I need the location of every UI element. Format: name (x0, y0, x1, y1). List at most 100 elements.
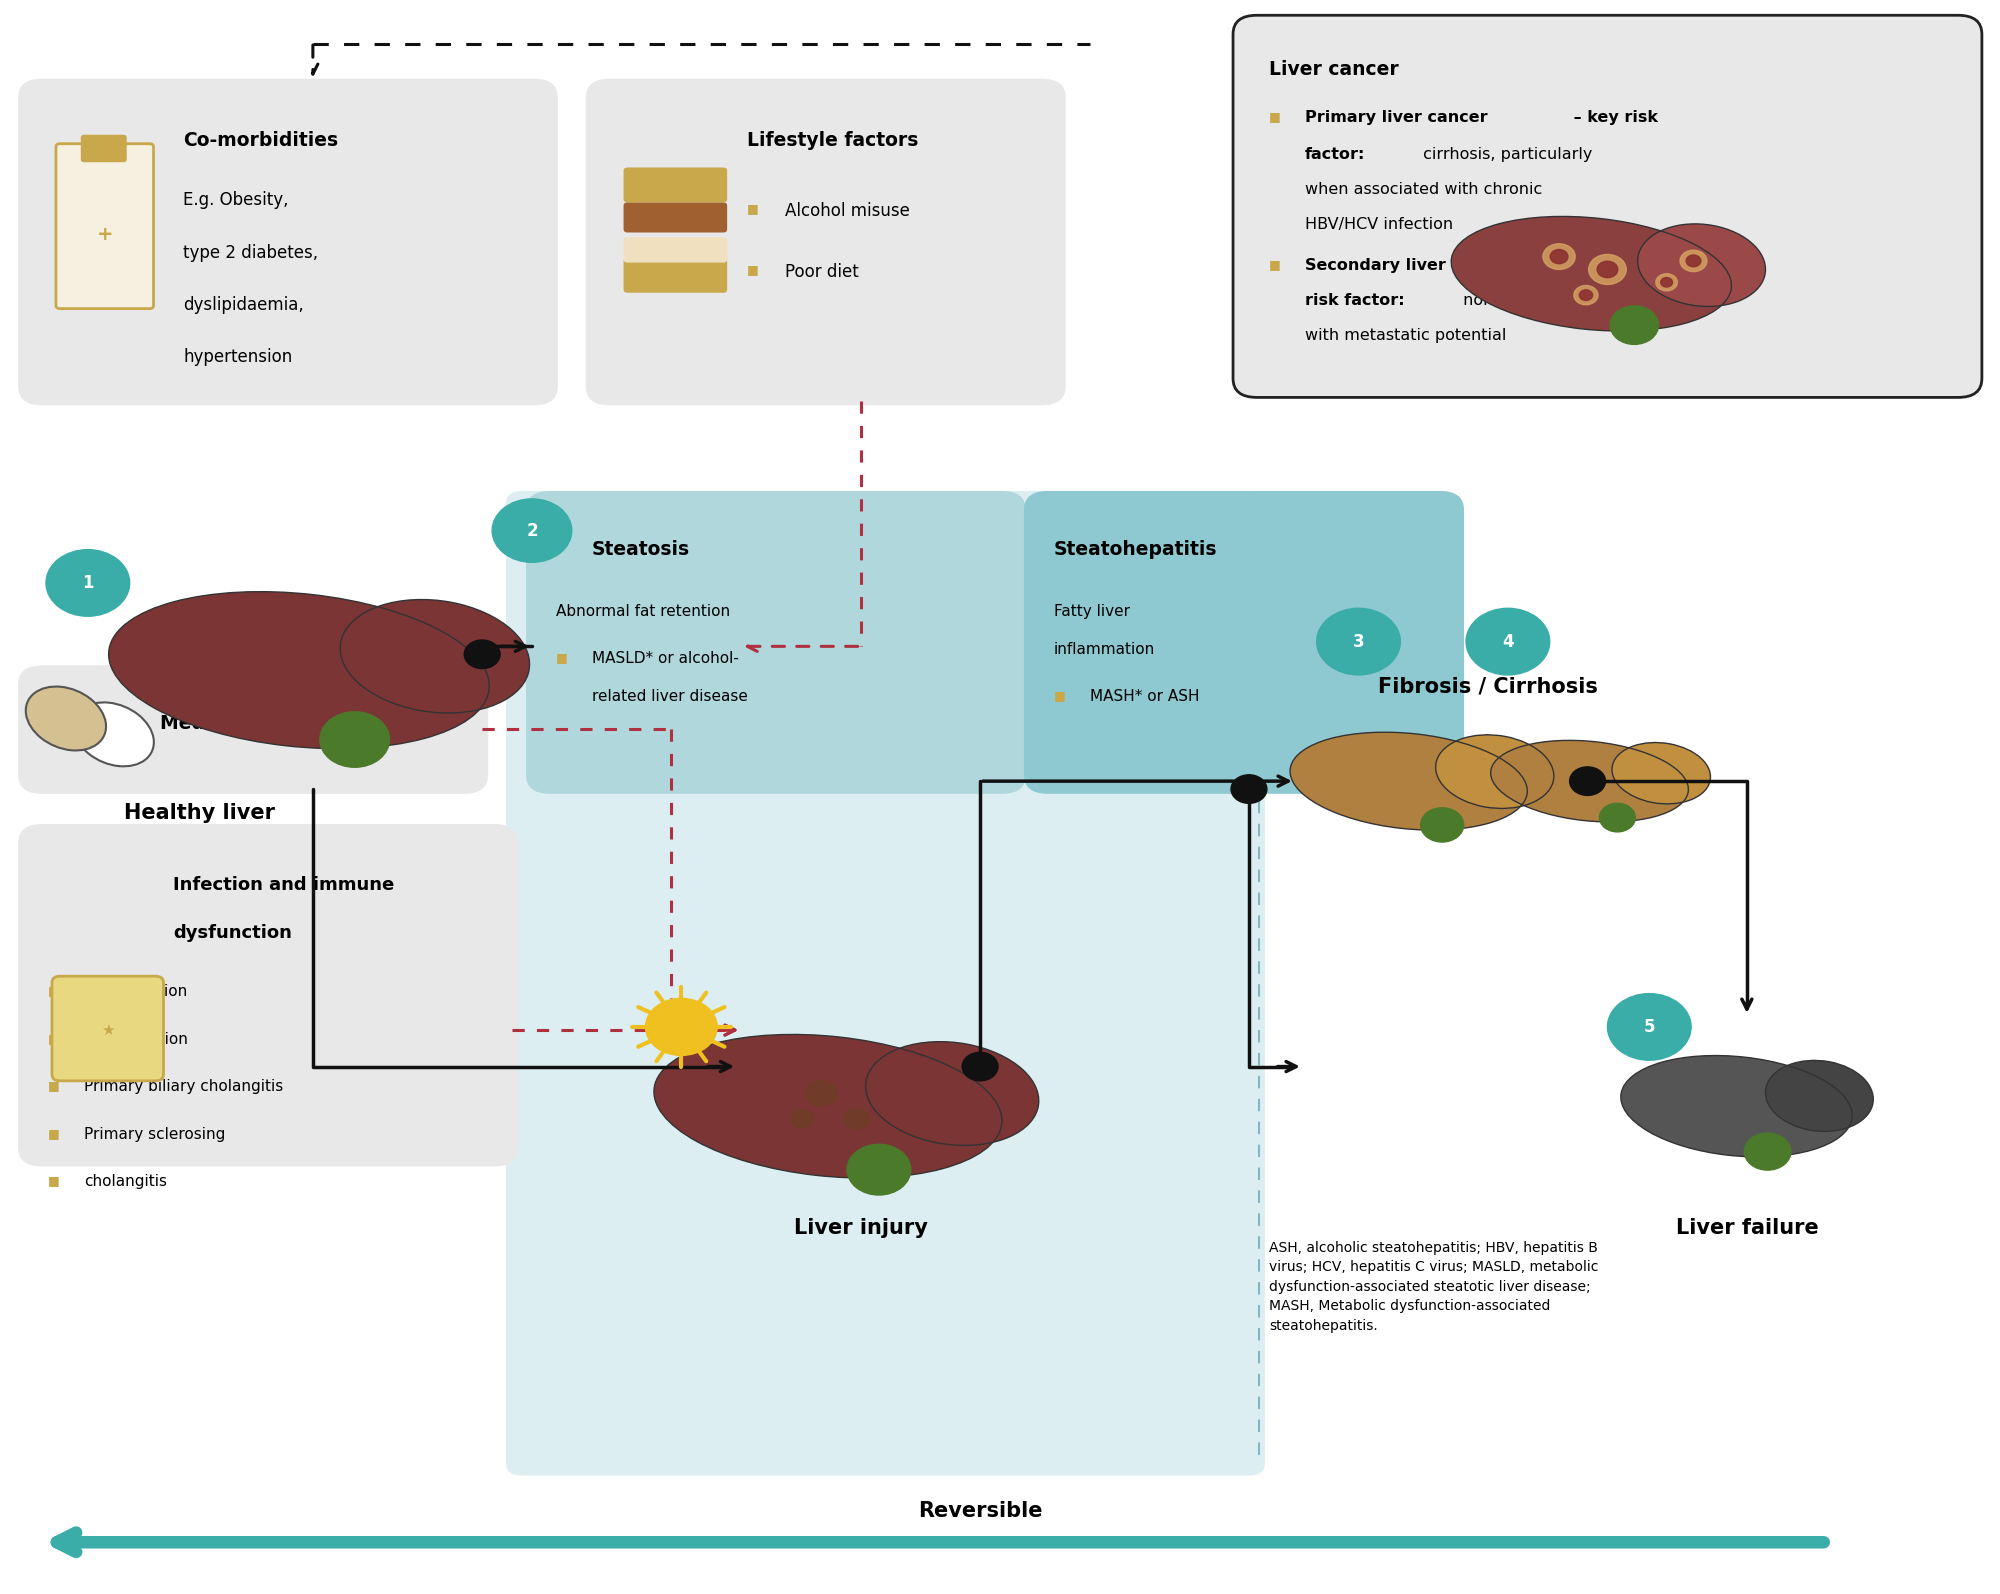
Circle shape (1580, 290, 1592, 300)
FancyBboxPatch shape (18, 824, 518, 1167)
Text: +: + (96, 225, 112, 244)
Ellipse shape (26, 687, 106, 751)
Text: 4: 4 (1502, 633, 1514, 650)
Text: Fatty liver: Fatty liver (1054, 604, 1130, 618)
Ellipse shape (1612, 743, 1710, 803)
Text: – key risk: – key risk (1568, 110, 1658, 126)
Text: Primary biliary cholangitis: Primary biliary cholangitis (84, 1079, 284, 1093)
Ellipse shape (74, 703, 154, 767)
FancyBboxPatch shape (52, 976, 164, 1081)
Circle shape (1610, 306, 1658, 344)
Text: Steatohepatitis: Steatohepatitis (1054, 540, 1218, 559)
FancyBboxPatch shape (526, 491, 1026, 794)
Text: Secondary liver cancer: Secondary liver cancer (1304, 258, 1512, 273)
Text: MASH* or ASH: MASH* or ASH (1090, 689, 1200, 705)
Text: Primary liver cancer: Primary liver cancer (1304, 110, 1488, 126)
Ellipse shape (1490, 740, 1688, 823)
Circle shape (492, 499, 572, 563)
Circle shape (1420, 808, 1464, 842)
Text: with metastatic potential: with metastatic potential (1304, 328, 1506, 343)
Ellipse shape (866, 1041, 1038, 1146)
Text: ★: ★ (100, 1023, 114, 1038)
Circle shape (1680, 250, 1706, 271)
Text: dyslipidaemia,: dyslipidaemia, (184, 296, 304, 314)
Circle shape (320, 713, 390, 767)
FancyBboxPatch shape (82, 135, 126, 161)
Circle shape (848, 1144, 910, 1196)
Text: – key: – key (1588, 258, 1638, 273)
Text: HCV infection: HCV infection (84, 1031, 188, 1047)
FancyBboxPatch shape (624, 167, 728, 202)
Circle shape (792, 1109, 814, 1129)
Circle shape (1466, 609, 1550, 674)
Circle shape (1656, 274, 1678, 290)
Text: Primary sclerosing: Primary sclerosing (84, 1127, 226, 1141)
Circle shape (1608, 993, 1692, 1060)
Text: Abnormal fat retention: Abnormal fat retention (556, 604, 730, 618)
Text: cholangitis: cholangitis (84, 1175, 166, 1189)
Circle shape (1542, 244, 1576, 269)
Circle shape (1744, 1133, 1790, 1170)
Circle shape (46, 550, 130, 617)
Ellipse shape (1766, 1060, 1874, 1132)
Text: Liver failure: Liver failure (1676, 1218, 1818, 1239)
Text: type 2 diabetes,: type 2 diabetes, (184, 244, 318, 261)
Text: Co-morbidities: Co-morbidities (184, 131, 338, 150)
Text: ■: ■ (48, 1079, 60, 1092)
Ellipse shape (1436, 735, 1554, 808)
Text: 2: 2 (526, 521, 538, 540)
Text: Liver cancer: Liver cancer (1268, 59, 1398, 78)
Text: ■: ■ (1268, 110, 1280, 123)
Circle shape (1232, 775, 1266, 803)
Ellipse shape (654, 1035, 1002, 1178)
Text: ■: ■ (48, 1031, 60, 1044)
FancyBboxPatch shape (1024, 491, 1464, 794)
Text: ■: ■ (556, 650, 568, 665)
FancyBboxPatch shape (624, 202, 728, 233)
Text: Lifestyle factors: Lifestyle factors (748, 131, 918, 150)
Text: ■: ■ (48, 1175, 60, 1188)
Text: E.g. Obesity,: E.g. Obesity, (184, 191, 288, 209)
Text: Liver injury: Liver injury (794, 1218, 928, 1239)
Circle shape (1600, 803, 1636, 832)
FancyBboxPatch shape (624, 238, 728, 263)
Text: 3: 3 (1352, 633, 1364, 650)
Text: Infection and immune: Infection and immune (174, 877, 394, 894)
Text: Poor diet: Poor diet (784, 263, 858, 281)
Text: 1: 1 (82, 574, 94, 591)
Text: when associated with chronic: when associated with chronic (1304, 182, 1542, 196)
FancyBboxPatch shape (18, 78, 558, 405)
Text: Steatosis: Steatosis (592, 540, 690, 559)
Text: ■: ■ (1054, 689, 1066, 703)
Text: factor:: factor: (1304, 147, 1366, 163)
Text: ASH, alcoholic steatohepatitis; HBV, hepatitis B
virus; HCV, hepatitis C virus; : ASH, alcoholic steatohepatitis; HBV, hep… (1268, 1242, 1598, 1333)
Text: hypertension: hypertension (184, 347, 292, 367)
Circle shape (1588, 255, 1626, 284)
Ellipse shape (340, 599, 530, 713)
Text: MASLD* or alcohol-: MASLD* or alcohol- (592, 650, 738, 666)
Text: cirrhosis, particularly: cirrhosis, particularly (1418, 147, 1592, 163)
Text: non-hepatic cancers: non-hepatic cancers (1458, 293, 1626, 308)
Text: Alcohol misuse: Alcohol misuse (784, 202, 910, 220)
Text: 5: 5 (1644, 1019, 1656, 1036)
Text: HBV/HCV infection: HBV/HCV infection (1304, 217, 1452, 231)
Text: dysfunction: dysfunction (174, 925, 292, 942)
Text: ■: ■ (48, 983, 60, 998)
Text: HBV infection: HBV infection (84, 983, 188, 999)
Text: Reversible: Reversible (918, 1500, 1042, 1521)
Circle shape (1686, 255, 1700, 266)
FancyBboxPatch shape (624, 258, 728, 293)
Circle shape (806, 1081, 838, 1106)
Circle shape (1660, 277, 1672, 287)
Text: risk factor:: risk factor: (1304, 293, 1404, 308)
Text: Healthy liver: Healthy liver (124, 803, 274, 823)
Ellipse shape (1620, 1055, 1852, 1157)
Ellipse shape (108, 591, 490, 749)
Circle shape (1574, 285, 1598, 304)
Ellipse shape (1290, 732, 1528, 830)
FancyBboxPatch shape (506, 491, 1264, 1476)
Text: related liver disease: related liver disease (592, 689, 748, 705)
Text: Fibrosis / Cirrhosis: Fibrosis / Cirrhosis (1378, 676, 1598, 697)
Ellipse shape (1638, 223, 1766, 306)
Text: ■: ■ (748, 263, 758, 276)
